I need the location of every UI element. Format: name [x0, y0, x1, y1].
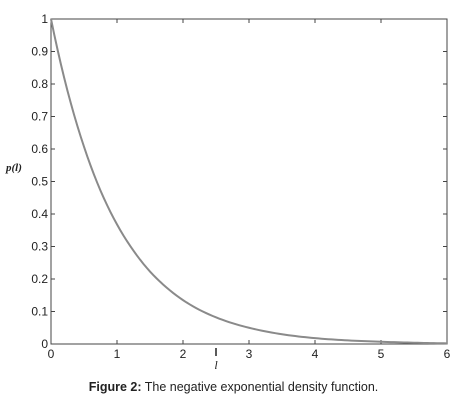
- y-tick-label: 0.1: [31, 305, 48, 319]
- x-tick-label: 2: [180, 347, 187, 361]
- y-tick-label: 0.4: [31, 207, 48, 221]
- x-tick-label: 6: [444, 347, 451, 361]
- y-tick-label: 0.8: [31, 77, 48, 91]
- y-tick-label: 0: [41, 337, 48, 351]
- x-axis: 0 1 2 3 4 5 6: [48, 19, 451, 361]
- annotations: l: [214, 348, 218, 372]
- series-line: [50, 18, 448, 345]
- caption-text: The negative exponential density functio…: [141, 380, 379, 394]
- y-tick-label: 0.6: [31, 142, 48, 156]
- y-axis-label: p(l): [5, 162, 22, 174]
- y-tick-label: 1: [41, 12, 48, 26]
- figure-caption: Figure 2: The negative exponential densi…: [0, 380, 467, 394]
- x-tick-label: 0: [48, 347, 55, 361]
- y-axis: 0 0.1 0.2 0.3 0.4 0.5 0.6 0.7 0.8 0.9 1: [31, 12, 447, 351]
- y-tick-label: 0.3: [31, 240, 48, 254]
- plot-area: [50, 18, 448, 345]
- marker-label: l: [214, 358, 218, 372]
- x-tick-label: 1: [114, 347, 121, 361]
- caption-label: Figure 2:: [88, 380, 142, 394]
- y-tick-label: 0.9: [31, 45, 48, 59]
- y-tick-label: 0.2: [31, 272, 48, 286]
- x-tick-label: 4: [312, 347, 319, 361]
- y-tick-label: 0.7: [31, 110, 48, 124]
- x-tick-label: 3: [246, 347, 253, 361]
- y-tick-label: 0.5: [31, 175, 48, 189]
- x-tick-label: 5: [378, 347, 385, 361]
